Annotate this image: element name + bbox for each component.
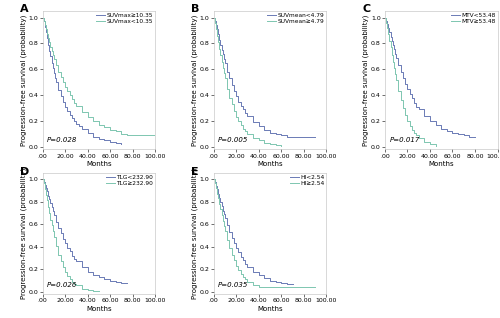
X-axis label: Months: Months [257, 162, 283, 167]
X-axis label: Months: Months [86, 306, 112, 312]
X-axis label: Months: Months [257, 306, 283, 312]
Text: P=0.005: P=0.005 [218, 136, 248, 142]
Y-axis label: Progression-free survival (probability): Progression-free survival (probability) [20, 168, 27, 300]
X-axis label: Months: Months [86, 162, 112, 167]
Text: B: B [191, 4, 200, 14]
Text: P=0.035: P=0.035 [218, 282, 248, 288]
Y-axis label: Progression-free survival (probability): Progression-free survival (probability) [192, 15, 198, 146]
Text: E: E [191, 167, 199, 177]
Text: D: D [20, 167, 29, 177]
Legend: HI<2.54, HI≥2.54: HI<2.54, HI≥2.54 [290, 175, 324, 186]
Y-axis label: Progression-free survival (probability): Progression-free survival (probability) [20, 15, 27, 146]
X-axis label: Months: Months [428, 162, 454, 167]
Legend: MTV<53.48, MTV≥53.48: MTV<53.48, MTV≥53.48 [451, 13, 496, 24]
Legend: SUVmax≥10.35, SUVmax<10.35: SUVmax≥10.35, SUVmax<10.35 [96, 13, 154, 24]
Text: P=0.017: P=0.017 [390, 136, 420, 142]
Text: C: C [362, 4, 370, 14]
Text: P=0.026: P=0.026 [47, 282, 78, 288]
Legend: SUVmean<4.79, SUVmean≥4.79: SUVmean<4.79, SUVmean≥4.79 [268, 13, 324, 24]
Text: A: A [20, 4, 28, 14]
Y-axis label: Progression-free survival (probability): Progression-free survival (probability) [363, 15, 370, 146]
Text: P=0.028: P=0.028 [47, 136, 78, 142]
Y-axis label: Progression-free survival (probability): Progression-free survival (probability) [192, 168, 198, 300]
Legend: TLG<232.90, TLG≥232.90: TLG<232.90, TLG≥232.90 [106, 175, 154, 186]
